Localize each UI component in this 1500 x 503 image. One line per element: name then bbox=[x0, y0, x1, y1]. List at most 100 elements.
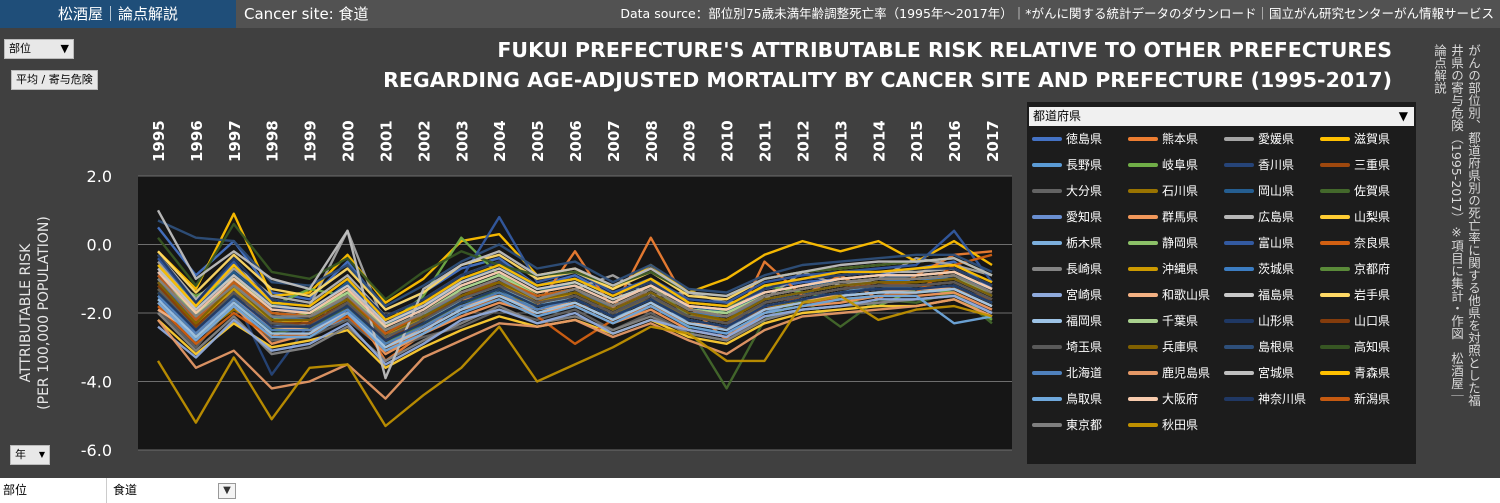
legend-item[interactable]: 滋賀県 bbox=[1320, 131, 1414, 157]
legend-item[interactable]: 東京都 bbox=[1032, 417, 1126, 443]
legend-item[interactable]: 島根県 bbox=[1224, 339, 1318, 365]
legend-swatch bbox=[1128, 345, 1158, 349]
legend-item[interactable]: 徳島県 bbox=[1032, 131, 1126, 157]
legend-item[interactable]: 宮崎県 bbox=[1032, 287, 1126, 313]
legend-item[interactable]: 秋田県 bbox=[1128, 417, 1222, 443]
x-tick-label: 2005 bbox=[529, 120, 547, 162]
x-tick-label: 1998 bbox=[264, 120, 282, 162]
legend-item[interactable]: 宮城県 bbox=[1224, 365, 1318, 391]
legend-header[interactable]: 都道府県 ▼ bbox=[1029, 107, 1414, 126]
legend-label: 京都府 bbox=[1354, 262, 1391, 276]
legend-swatch bbox=[1032, 137, 1062, 141]
legend-item[interactable]: 佐賀県 bbox=[1320, 183, 1414, 209]
legend-item[interactable]: 富山県 bbox=[1224, 235, 1318, 261]
legend-item[interactable]: 青森県 bbox=[1320, 365, 1414, 391]
legend-item[interactable]: 和歌山県 bbox=[1128, 287, 1222, 313]
legend-item[interactable]: 愛知県 bbox=[1032, 209, 1126, 235]
legend-item[interactable]: 長崎県 bbox=[1032, 261, 1126, 287]
y-axis-label-unit: (PER 100,000 POPULATION) bbox=[36, 216, 52, 410]
legend-item[interactable]: 沖縄県 bbox=[1128, 261, 1222, 287]
legend-item[interactable]: 大分県 bbox=[1032, 183, 1126, 209]
series-line bbox=[157, 287, 993, 349]
legend-swatch bbox=[1224, 215, 1254, 219]
avg-risk-button[interactable]: 平均 / 寄与危険 bbox=[11, 70, 98, 90]
legend-label: 佐賀県 bbox=[1354, 184, 1391, 198]
legend-item[interactable]: 茨城県 bbox=[1224, 261, 1318, 287]
legend-item[interactable]: 大阪府 bbox=[1128, 391, 1222, 417]
filter-icon[interactable]: ▼ bbox=[218, 483, 236, 499]
legend-item[interactable]: 北海道 bbox=[1032, 365, 1126, 391]
legend-swatch bbox=[1224, 319, 1254, 323]
legend-item[interactable]: 岡山県 bbox=[1224, 183, 1318, 209]
legend-label: 富山県 bbox=[1258, 236, 1295, 250]
legend-item[interactable]: 神奈川県 bbox=[1224, 391, 1318, 417]
series-line bbox=[157, 263, 993, 322]
legend-swatch bbox=[1320, 189, 1350, 193]
legend-item[interactable]: 埼玉県 bbox=[1032, 339, 1126, 365]
legend-label: 福岡県 bbox=[1066, 314, 1103, 328]
legend-swatch bbox=[1320, 241, 1350, 245]
x-tick-label: 2009 bbox=[681, 120, 699, 162]
x-tick-label: 1999 bbox=[302, 120, 320, 162]
x-tick-label: 2014 bbox=[870, 120, 888, 162]
x-tick-label: 2007 bbox=[605, 120, 623, 162]
legend-item[interactable]: 千葉県 bbox=[1128, 313, 1222, 339]
legend-item[interactable]: 愛媛県 bbox=[1224, 131, 1318, 157]
legend-item[interactable]: 石川県 bbox=[1128, 183, 1222, 209]
legend-item[interactable]: 岐阜県 bbox=[1128, 157, 1222, 183]
site-slicer-button[interactable]: 部位 ▼ bbox=[4, 39, 74, 59]
x-tick-label: 2013 bbox=[832, 120, 850, 162]
legend-swatch bbox=[1224, 267, 1254, 271]
legend-swatch bbox=[1320, 267, 1350, 271]
legend-item[interactable]: 奈良県 bbox=[1320, 235, 1414, 261]
x-tick-label: 2011 bbox=[757, 120, 775, 162]
legend-item[interactable]: 熊本県 bbox=[1128, 131, 1222, 157]
legend-item[interactable]: 鳥取県 bbox=[1032, 391, 1126, 417]
legend-item[interactable]: 長野県 bbox=[1032, 157, 1126, 183]
legend-item[interactable]: 三重県 bbox=[1320, 157, 1414, 183]
legend-item[interactable]: 京都府 bbox=[1320, 261, 1414, 287]
legend-item[interactable]: 兵庫県 bbox=[1128, 339, 1222, 365]
legend-item[interactable]: 静岡県 bbox=[1128, 235, 1222, 261]
legend-label: 岩手県 bbox=[1354, 288, 1391, 302]
legend-item[interactable]: 栃木県 bbox=[1032, 235, 1126, 261]
legend-item[interactable]: 山形県 bbox=[1224, 313, 1318, 339]
legend-label: 鹿児島県 bbox=[1162, 366, 1211, 380]
x-tick-label: 2008 bbox=[643, 120, 661, 162]
legend-item[interactable]: 山梨県 bbox=[1320, 209, 1414, 235]
legend-label: 沖縄県 bbox=[1162, 262, 1199, 276]
legend-label: 大分県 bbox=[1066, 184, 1103, 198]
legend-label: 愛知県 bbox=[1066, 210, 1103, 224]
filter-icon: ▼ bbox=[60, 42, 69, 55]
chart-title-line2: REGARDING AGE-ADJUSTED MORTALITY BY CANC… bbox=[383, 68, 1392, 92]
chart-title-line1: FUKUI PREFECTURE'S ATTRIBUTABLE RISK REL… bbox=[497, 38, 1392, 62]
legend-swatch bbox=[1128, 371, 1158, 375]
legend-item[interactable]: 新潟県 bbox=[1320, 391, 1414, 417]
legend-label: 三重県 bbox=[1354, 158, 1391, 172]
legend-label: 愛媛県 bbox=[1258, 132, 1295, 146]
data-source: Data source：部位別75歳未満年齢調整死亡率（1995年～2017年）… bbox=[620, 6, 1494, 21]
legend-item[interactable]: 高知県 bbox=[1320, 339, 1414, 365]
legend-item[interactable]: 鹿児島県 bbox=[1128, 365, 1222, 391]
series-line bbox=[157, 222, 993, 301]
year-slicer-button[interactable]: 年 ▼ bbox=[10, 445, 50, 465]
legend-item[interactable]: 福岡県 bbox=[1032, 313, 1126, 339]
site-slicer-label: 部位 bbox=[9, 42, 31, 55]
legend-label: 宮崎県 bbox=[1066, 288, 1103, 302]
legend-swatch bbox=[1128, 397, 1158, 401]
legend-label: 埼玉県 bbox=[1066, 340, 1103, 354]
filter-icon: ▼ bbox=[1398, 109, 1408, 123]
legend-swatch bbox=[1128, 423, 1158, 427]
legend-item[interactable]: 岩手県 bbox=[1320, 287, 1414, 313]
legend-item[interactable]: 群馬県 bbox=[1128, 209, 1222, 235]
legend-swatch bbox=[1320, 345, 1350, 349]
legend-item[interactable]: 広島県 bbox=[1224, 209, 1318, 235]
legend-item[interactable]: 山口県 bbox=[1320, 313, 1414, 339]
legend-item[interactable]: 福島県 bbox=[1224, 287, 1318, 313]
y-tick-label: 2.0 bbox=[87, 167, 112, 186]
legend-label: 山形県 bbox=[1258, 314, 1295, 328]
y-tick-label: -4.0 bbox=[81, 373, 112, 392]
legend-item[interactable]: 香川県 bbox=[1224, 157, 1318, 183]
legend-swatch bbox=[1320, 137, 1350, 141]
